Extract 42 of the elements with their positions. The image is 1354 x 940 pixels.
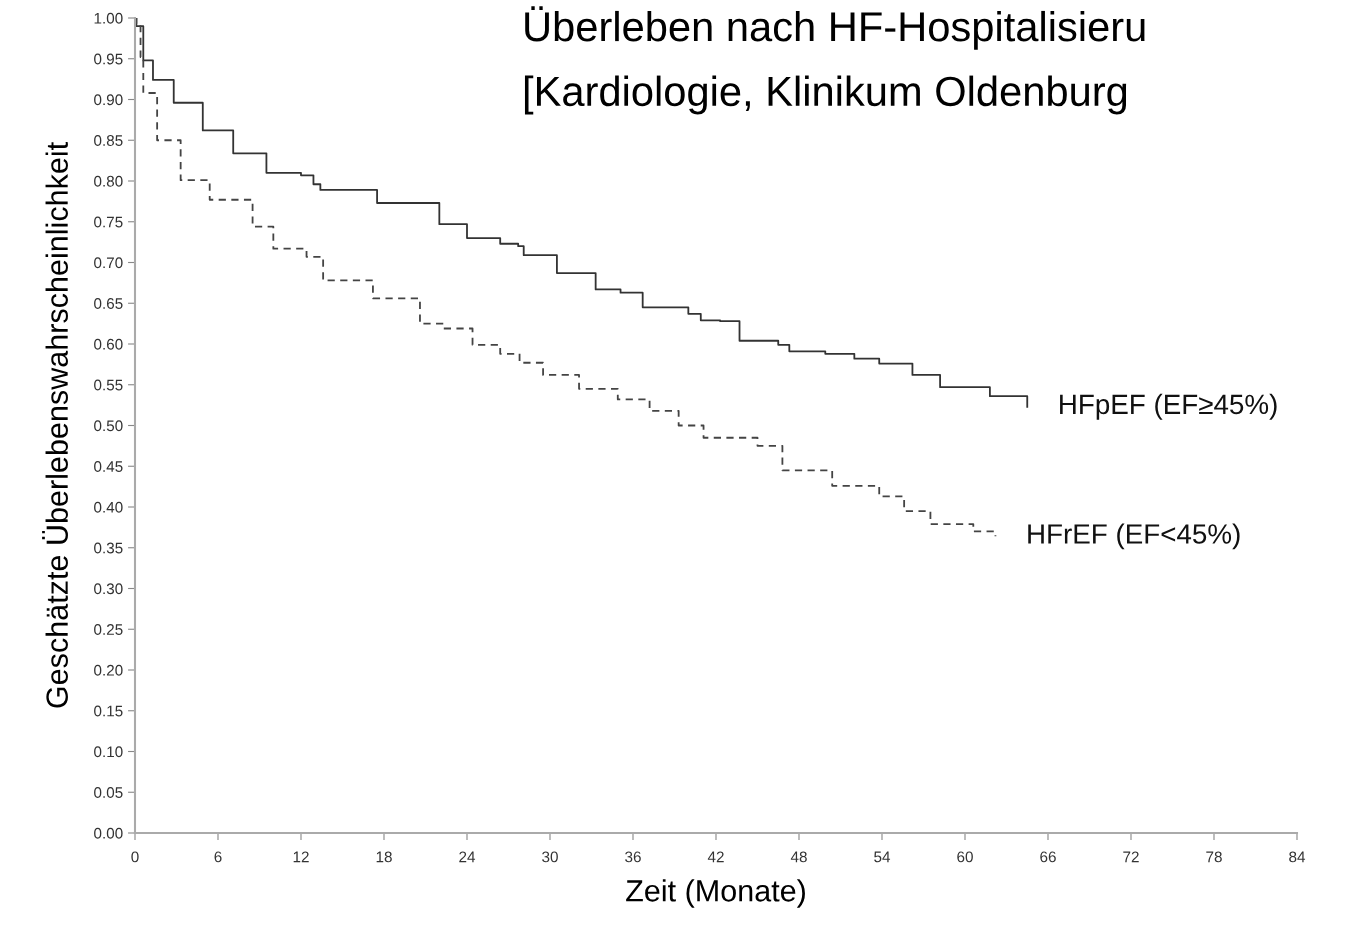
- series-label: HFrEF (EF<45%): [1028, 523, 1240, 550]
- x-tick-label: 60: [957, 851, 973, 863]
- y-tick-label: 0.45: [94, 461, 123, 472]
- x-tick-label: 30: [542, 851, 558, 863]
- x-tick-label: 72: [1123, 851, 1139, 863]
- x-tick-label: 6: [214, 851, 222, 863]
- x-tick-label: 24: [459, 851, 476, 863]
- y-tick-label: 0.05: [94, 787, 123, 798]
- x-tick-label: 18: [376, 851, 392, 863]
- x-tick-label: 0: [131, 851, 139, 863]
- y-tick-label: 0.25: [94, 624, 123, 635]
- x-tick-label: 42: [707, 851, 724, 863]
- x-tick-label: 78: [1206, 851, 1222, 863]
- series-label: HFpEF (EF≥45%): [1060, 393, 1277, 420]
- y-tick-label: 0.10: [94, 746, 123, 758]
- y-axis-title: Geschätzte Überlebenswahrscheinlichkeit: [42, 142, 68, 708]
- y-tick-label: 0.80: [94, 175, 123, 187]
- x-tick-label: 36: [625, 851, 641, 863]
- y-tick-label: 0.95: [94, 53, 123, 65]
- x-tick-label: 12: [293, 851, 309, 863]
- chart-title: Überleben nach HF-Hospitalisieru: [525, 6, 1145, 50]
- y-tick-label: 0.40: [94, 501, 123, 513]
- x-tick-label: 84: [1289, 851, 1306, 863]
- y-tick-label: 0.55: [94, 379, 123, 391]
- y-tick-label: 0.30: [94, 583, 123, 595]
- y-tick-label: 0.00: [94, 827, 123, 839]
- y-tick-label: 0.75: [94, 216, 123, 228]
- y-tick-label: 0.65: [94, 298, 123, 309]
- y-tick-label: 0.85: [94, 135, 123, 146]
- y-tick-label: 0.90: [94, 94, 123, 106]
- y-tick-label: 1.00: [94, 12, 123, 24]
- x-tick-label: 66: [1040, 851, 1056, 863]
- y-tick-label: 0.70: [94, 257, 123, 269]
- x-axis-title: Zeit (Monate): [626, 879, 805, 908]
- x-tick-label: 48: [790, 851, 807, 863]
- y-tick-label: 0.60: [94, 338, 123, 350]
- y-tick-label: 0.15: [94, 705, 123, 717]
- y-tick-label: 0.35: [94, 542, 123, 554]
- x-tick-label: 54: [874, 851, 891, 863]
- y-tick-label: 0.50: [94, 420, 123, 432]
- y-tick-label: 0.20: [94, 664, 123, 676]
- text: [Kardiologie, Klinikum Oldenburg: [524, 75, 1127, 115]
